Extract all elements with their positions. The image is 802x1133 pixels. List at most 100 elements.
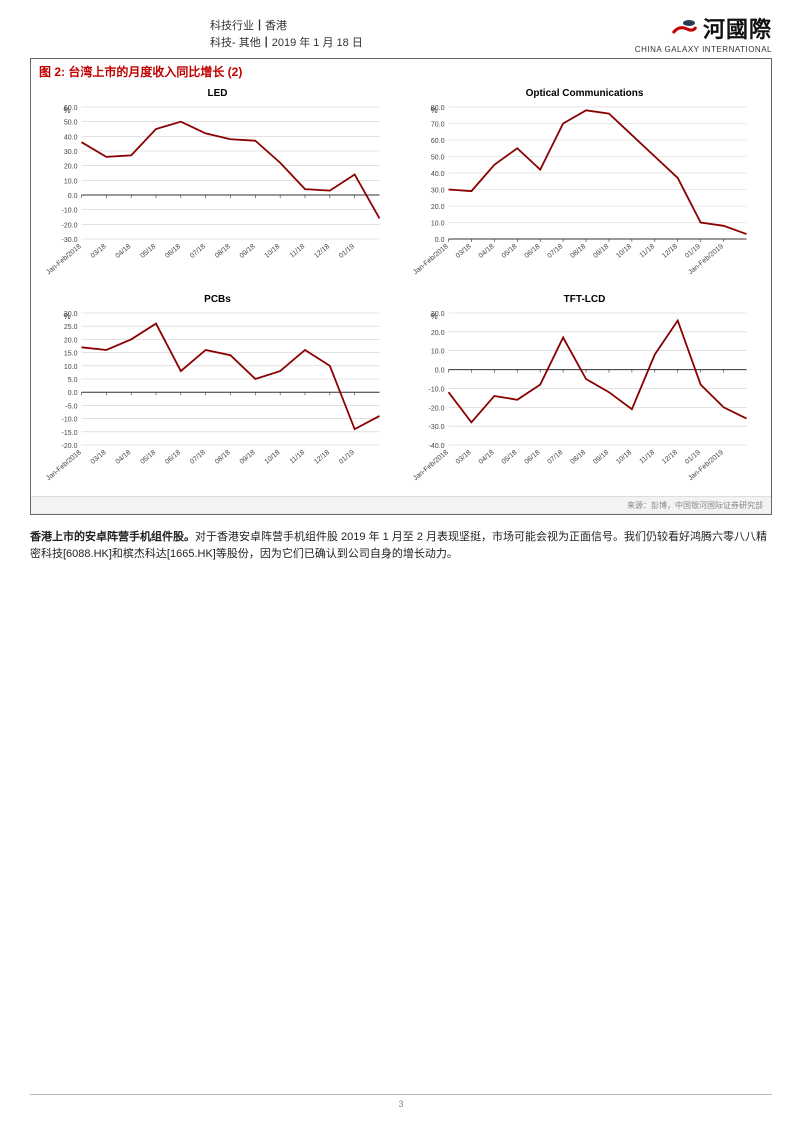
- svg-text:05/18: 05/18: [501, 449, 519, 466]
- svg-text:11/18: 11/18: [289, 243, 307, 259]
- svg-text:11/18: 11/18: [639, 449, 657, 465]
- chart-plot: -40.0-30.0-20.0-10.00.010.020.030.0Jan-F…: [408, 307, 761, 487]
- svg-text:10/18: 10/18: [615, 243, 633, 260]
- header-line1: 科技行业┃香港: [210, 18, 363, 35]
- svg-text:12/18: 12/18: [661, 243, 679, 260]
- svg-text:0.0: 0.0: [68, 390, 78, 397]
- svg-text:12/18: 12/18: [313, 243, 331, 260]
- svg-text:Jan-Feb/2018: Jan-Feb/2018: [412, 449, 450, 482]
- svg-text:01/19: 01/19: [338, 449, 356, 466]
- chart: TFT-LCD-40.0-30.0-20.0-10.00.010.020.030…: [408, 294, 761, 494]
- figure-box: 图 2: 台湾上市的月度收入同比增长 (2) LED-30.0-20.0-10.…: [30, 58, 772, 515]
- svg-text:25.0: 25.0: [64, 324, 78, 331]
- svg-text:09/18: 09/18: [592, 243, 610, 260]
- svg-text:10/18: 10/18: [264, 449, 282, 466]
- svg-text:03/18: 03/18: [90, 243, 108, 260]
- svg-text:Jan-Feb/2018: Jan-Feb/2018: [45, 449, 83, 482]
- chart-title: Optical Communications: [408, 88, 761, 99]
- svg-text:%: %: [64, 312, 71, 321]
- svg-text:-5.0: -5.0: [65, 403, 77, 410]
- svg-text:06/18: 06/18: [164, 243, 182, 260]
- svg-text:-10.0: -10.0: [62, 417, 78, 424]
- header-line2: 科技- 其他┃2019 年 1 月 18 日: [210, 35, 363, 52]
- svg-text:11/18: 11/18: [639, 243, 657, 259]
- svg-text:12/18: 12/18: [661, 449, 679, 466]
- svg-text:01/19: 01/19: [684, 243, 702, 260]
- svg-text:10.0: 10.0: [431, 349, 445, 356]
- figure-source: 来源：彭博，中国银河国际证券研究部: [31, 496, 771, 514]
- svg-text:08/18: 08/18: [569, 449, 587, 466]
- svg-text:Jan-Feb/2018: Jan-Feb/2018: [45, 243, 83, 276]
- page-header: 科技行业┃香港 科技- 其他┃2019 年 1 月 18 日 河國際 CHINA…: [30, 12, 772, 54]
- svg-text:10.0: 10.0: [64, 178, 78, 185]
- svg-text:40.0: 40.0: [431, 171, 445, 178]
- svg-text:20.0: 20.0: [431, 204, 445, 211]
- svg-text:07/18: 07/18: [189, 449, 207, 466]
- svg-text:-20.0: -20.0: [429, 405, 445, 412]
- chart-plot: -30.0-20.0-10.00.010.020.030.040.050.060…: [41, 101, 394, 281]
- svg-text:%: %: [431, 312, 438, 321]
- svg-text:15.0: 15.0: [64, 351, 78, 358]
- chart: Optical Communications 0.0 10.0 20.0 30.0 40.…: [408, 88, 761, 288]
- svg-text:03/18: 03/18: [455, 449, 473, 466]
- chart: PCBs-20.0-15.0-10.0-5.00.05.010.015.020.…: [41, 294, 394, 494]
- page-number: 3: [398, 1099, 403, 1109]
- svg-text:-20.0: -20.0: [62, 443, 78, 450]
- svg-text:03/18: 03/18: [455, 243, 473, 260]
- svg-text:40.0: 40.0: [64, 134, 78, 141]
- svg-text:06/18: 06/18: [524, 243, 542, 260]
- body-bold: 香港上市的安卓阵营手机组件股。: [30, 531, 195, 543]
- svg-text:20.0: 20.0: [64, 164, 78, 171]
- svg-text:11/18: 11/18: [289, 449, 307, 465]
- svg-text:05/18: 05/18: [501, 243, 519, 260]
- chart-title: TFT-LCD: [408, 294, 761, 305]
- chart-title: PCBs: [41, 294, 394, 305]
- svg-text:06/18: 06/18: [524, 449, 542, 466]
- charts-grid: LED-30.0-20.0-10.00.010.020.030.040.050.…: [31, 82, 771, 496]
- logo-icon: [671, 19, 697, 37]
- chart: LED-30.0-20.0-10.00.010.020.030.040.050.…: [41, 88, 394, 288]
- svg-text:03/18: 03/18: [90, 449, 108, 466]
- svg-text:12/18: 12/18: [313, 449, 331, 466]
- body-paragraph: 香港上市的安卓阵营手机组件股。对于香港安卓阵营手机组件股 2019 年 1 月至…: [30, 529, 772, 563]
- svg-text:-30.0: -30.0: [429, 424, 445, 431]
- chart-plot: -20.0-15.0-10.0-5.00.05.010.015.020.025.…: [41, 307, 394, 487]
- svg-text:08/18: 08/18: [214, 449, 232, 466]
- logo: 河國際 CHINA GALAXY INTERNATIONAL: [635, 12, 772, 54]
- svg-text:Jan-Feb/2018: Jan-Feb/2018: [412, 243, 450, 276]
- svg-text:-30.0: -30.0: [62, 237, 78, 244]
- svg-text:07/18: 07/18: [189, 243, 207, 260]
- svg-text:10.0: 10.0: [431, 221, 445, 228]
- svg-text:%: %: [431, 106, 438, 115]
- svg-text:50.0: 50.0: [64, 120, 78, 127]
- logo-en-text: CHINA GALAXY INTERNATIONAL: [635, 45, 772, 54]
- svg-text:05/18: 05/18: [139, 243, 157, 260]
- logo-cn-text: 河國際: [703, 12, 772, 44]
- svg-text:05/18: 05/18: [139, 449, 157, 466]
- svg-text:01/19: 01/19: [338, 243, 356, 260]
- svg-text:30.0: 30.0: [64, 149, 78, 156]
- svg-text:30.0: 30.0: [431, 188, 445, 195]
- svg-text:08/18: 08/18: [569, 243, 587, 260]
- svg-text:-10.0: -10.0: [429, 386, 445, 393]
- svg-text:0.0: 0.0: [435, 368, 445, 375]
- svg-text:09/18: 09/18: [239, 243, 257, 260]
- svg-text:50.0: 50.0: [431, 155, 445, 162]
- svg-text:07/18: 07/18: [546, 449, 564, 466]
- header-meta: 科技行业┃香港 科技- 其他┃2019 年 1 月 18 日: [210, 12, 363, 51]
- svg-text:-15.0: -15.0: [62, 430, 78, 437]
- chart-plot: 0.010.020.030.040.050.060.070.080.0Jan-F…: [408, 101, 761, 281]
- svg-text:-10.0: -10.0: [62, 208, 78, 215]
- svg-text:01/19: 01/19: [684, 449, 702, 466]
- svg-text:20.0: 20.0: [64, 337, 78, 344]
- svg-text:07/18: 07/18: [546, 243, 564, 260]
- svg-text:0.0: 0.0: [435, 237, 445, 244]
- figure-title: 图 2: 台湾上市的月度收入同比增长 (2): [31, 59, 771, 82]
- svg-text:70.0: 70.0: [431, 122, 445, 129]
- svg-text:04/18: 04/18: [478, 243, 496, 260]
- svg-text:10/18: 10/18: [615, 449, 633, 466]
- svg-text:06/18: 06/18: [164, 449, 182, 466]
- svg-text:09/18: 09/18: [592, 449, 610, 466]
- svg-text:04/18: 04/18: [115, 449, 133, 466]
- svg-text:20.0: 20.0: [431, 330, 445, 337]
